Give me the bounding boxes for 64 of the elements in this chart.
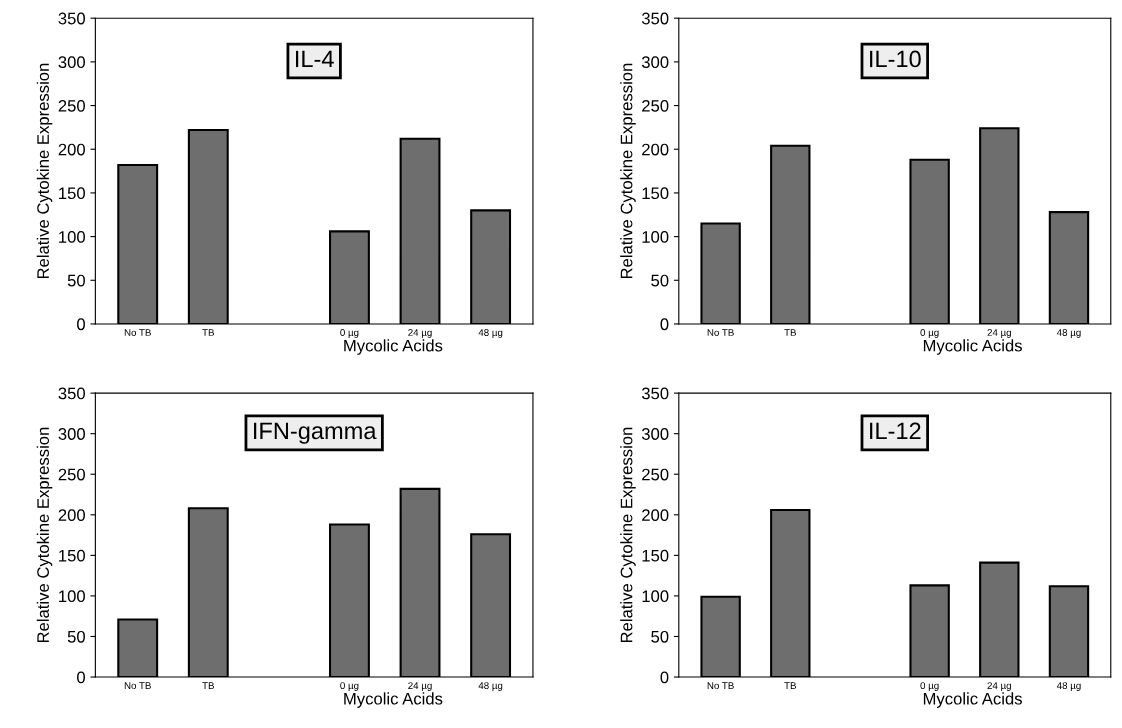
y-axis-title: Relative Cytokine Expression	[36, 427, 53, 643]
x-tick-label: 48 µg	[478, 682, 503, 691]
y-axis-title: Relative Cytokine Expression	[620, 427, 636, 643]
y-tick-label: 350	[58, 12, 85, 25]
y-tick-label: 350	[58, 387, 85, 400]
y-tick-label: 200	[58, 143, 85, 156]
x-tick-label: 24 µg	[408, 329, 432, 338]
x-tick-label: 0 µg	[920, 682, 939, 691]
x-tick-label: No TB	[124, 682, 151, 690]
y-tick-label: 300	[58, 428, 85, 440]
y-tick-label: 100	[642, 590, 669, 603]
x-tick-label: 0 µg	[340, 329, 359, 338]
text: IL-10	[870, 50, 921, 68]
y-tick-label: 50	[651, 630, 669, 643]
y-tick-label: 250	[58, 468, 85, 481]
y-tick-label: 300	[641, 56, 669, 69]
y-axis-title: Relative Cytokine Expression	[620, 63, 636, 279]
y-tick-label: 250	[642, 99, 669, 112]
y-tick-label: 0	[77, 318, 85, 331]
x-tick-label: 48 µg	[1056, 329, 1081, 338]
y-tick-label: 300	[58, 56, 85, 69]
x-tick-label: 48 µg	[1056, 682, 1081, 691]
x-tick-label: No TB	[124, 329, 151, 336]
text: IL-12	[870, 422, 921, 439]
y-tick-label: 100	[59, 231, 85, 243]
x-tick-label: No TB	[707, 682, 734, 690]
x-axis-title: Mycolic Acids	[344, 692, 443, 708]
x-tick-label: 24 µg	[987, 682, 1011, 691]
x-tick-label: TB	[202, 682, 214, 689]
y-tick-label: 250	[58, 99, 85, 112]
x-axis-title: Mycolic Acids	[344, 339, 443, 355]
x-tick-label: 0 µg	[340, 682, 359, 691]
text: IL-4	[296, 50, 334, 68]
x-axis-title: Mycolic Acids	[923, 339, 1022, 355]
y-tick-label: 100	[642, 231, 669, 243]
y-tick-label: 200	[58, 509, 85, 521]
x-tick-label: 0 µg	[920, 329, 939, 338]
y-tick-label: 300	[641, 428, 669, 440]
y-tick-label: 50	[67, 630, 85, 643]
y-tick-label: 250	[642, 468, 669, 481]
x-tick-label: TB	[202, 329, 214, 336]
y-tick-label: 200	[642, 509, 669, 521]
x-tick-label: No TB	[707, 329, 734, 336]
y-tick-label: 150	[642, 549, 669, 562]
y-tick-label: 350	[641, 387, 669, 400]
x-tick-label: 24 µg	[987, 329, 1011, 338]
y-axis-title: Relative Cytokine Expression	[36, 63, 53, 279]
y-tick-label: 150	[642, 187, 669, 200]
y-tick-label: 100	[59, 590, 85, 603]
y-tick-label: 150	[59, 187, 85, 200]
text: IFN-gamma	[254, 422, 377, 444]
x-tick-label: 48 µg	[478, 329, 503, 338]
y-tick-label: 50	[651, 274, 669, 287]
y-tick-label: 0	[660, 671, 669, 684]
x-axis-title: Mycolic Acids	[923, 692, 1022, 708]
x-tick-label: TB	[784, 682, 796, 689]
y-tick-label: 0	[77, 671, 85, 684]
x-tick-label: 24 µg	[408, 682, 432, 691]
y-tick-label: 50	[67, 274, 85, 287]
y-tick-label: 0	[660, 318, 669, 331]
y-tick-label: 350	[641, 12, 669, 25]
y-tick-label: 150	[59, 549, 85, 562]
x-tick-label: TB	[784, 329, 796, 336]
y-tick-label: 200	[642, 143, 669, 156]
